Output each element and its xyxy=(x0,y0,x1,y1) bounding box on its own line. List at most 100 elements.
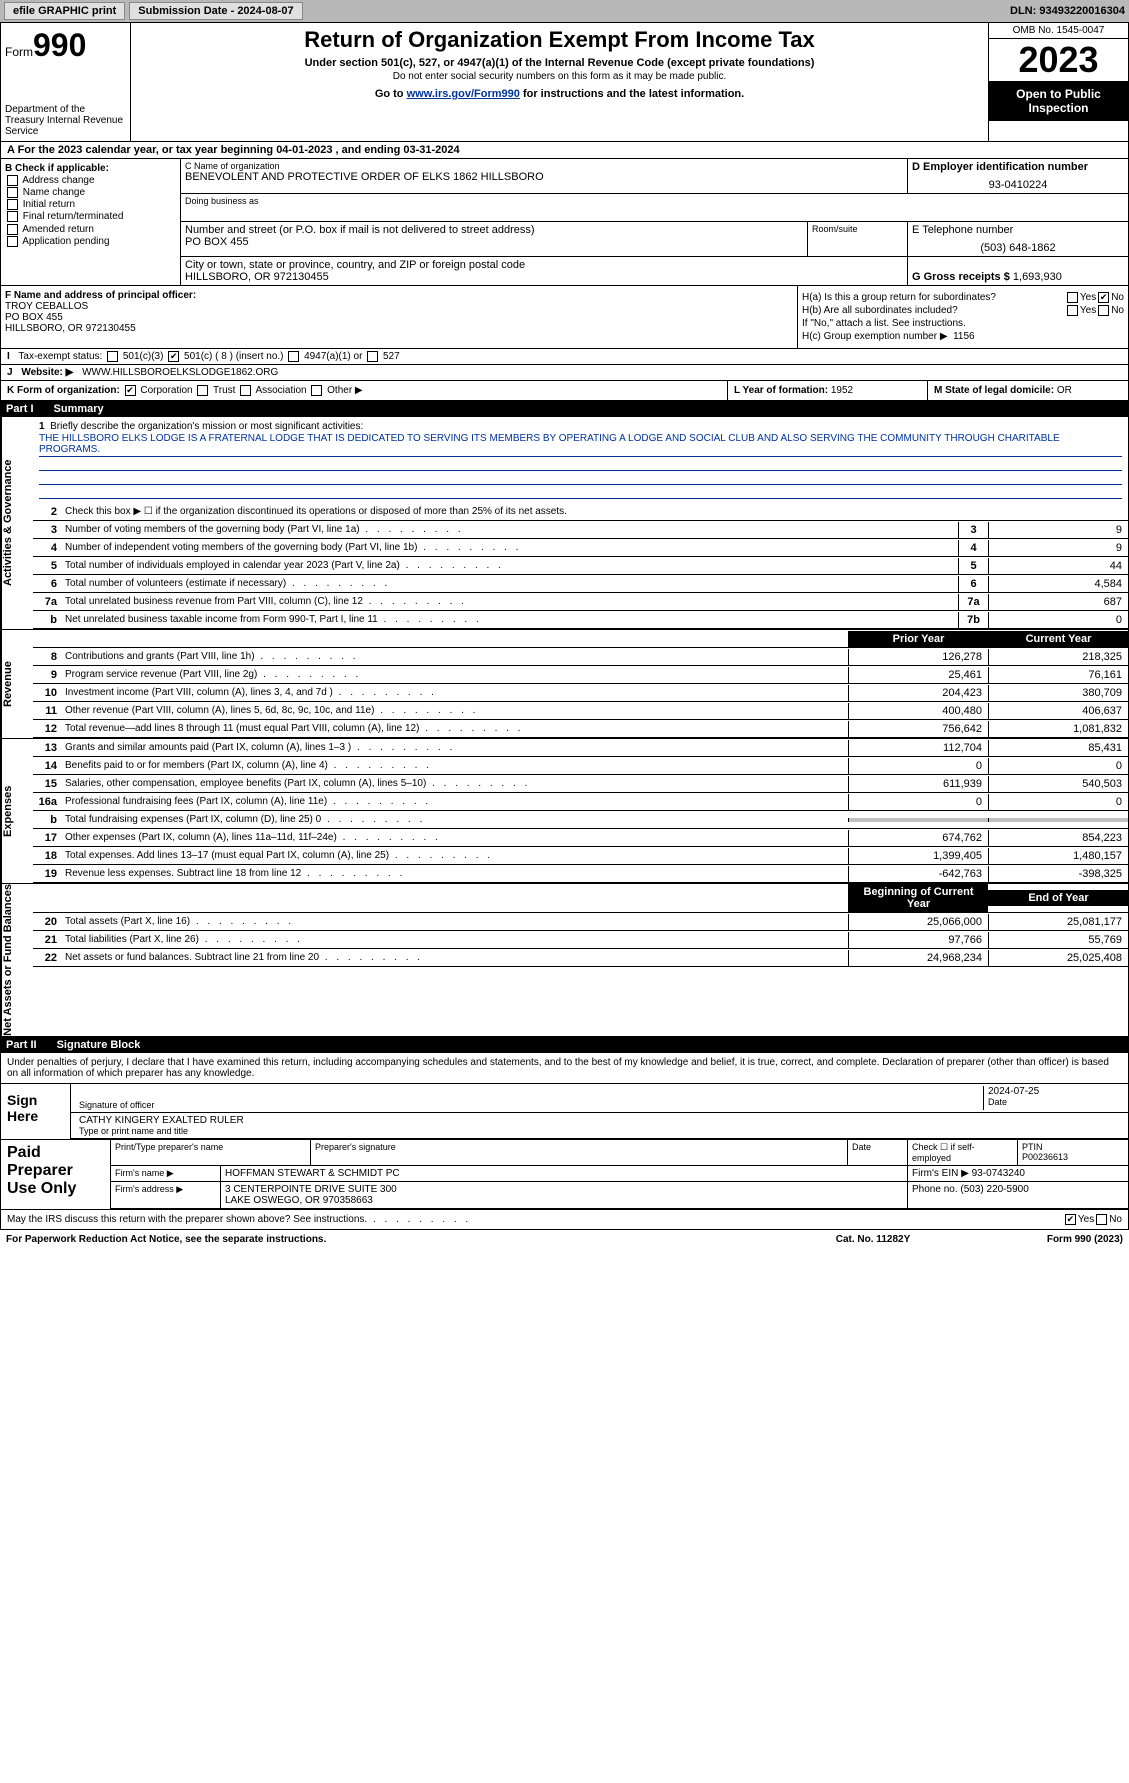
paid-preparer-label: Paid Preparer Use Only xyxy=(1,1140,111,1209)
ptin-label: PTIN xyxy=(1022,1142,1043,1152)
officer-name-title: CATHY KINGERY EXALTED RULER xyxy=(79,1115,1120,1126)
ssn-note: Do not enter social security numbers on … xyxy=(141,71,978,82)
chk-name-change[interactable]: Name change xyxy=(5,187,176,198)
cat-no: Cat. No. 11282Y xyxy=(773,1234,973,1245)
m-label: M State of legal domicile: xyxy=(934,385,1054,396)
chk-amended[interactable]: Amended return xyxy=(5,224,176,235)
top-toolbar: efile GRAPHIC print Submission Date - 20… xyxy=(0,0,1129,22)
dba-label: Doing business as xyxy=(181,194,1128,222)
firm-addr2: LAKE OSWEGO, OR 970358663 xyxy=(225,1195,903,1206)
b-header: B Check if applicable: xyxy=(5,163,176,174)
paperwork-text: For Paperwork Reduction Act Notice, see … xyxy=(6,1234,773,1245)
part2-header: Part II Signature Block xyxy=(0,1037,1129,1053)
l-value: 1952 xyxy=(831,385,853,396)
prep-sig-label: Preparer's signature xyxy=(311,1140,848,1165)
f-label: F Name and address of principal officer: xyxy=(5,290,196,301)
efile-print-button[interactable]: efile GRAPHIC print xyxy=(4,2,125,20)
chk-501c[interactable] xyxy=(168,351,179,362)
hc-value: 1156 xyxy=(953,331,975,342)
city-value: HILLSBORO, OR 972130455 xyxy=(185,271,903,283)
ha-yes[interactable] xyxy=(1067,292,1078,303)
row-k-l-m: K Form of organization: Corporation Trus… xyxy=(0,381,1129,401)
hb-label: H(b) Are all subordinates included? xyxy=(802,305,1065,316)
form-number: Form990 xyxy=(5,27,126,64)
form-footer: Form 990 (2023) xyxy=(973,1234,1123,1245)
discuss-text: May the IRS discuss this return with the… xyxy=(7,1214,1063,1225)
firm-phone-label: Phone no. xyxy=(912,1184,958,1195)
summary-governance: Activities & Governance 1 Briefly descri… xyxy=(0,417,1129,630)
form-title: Return of Organization Exempt From Incom… xyxy=(141,27,978,53)
ein-value: 93-0410224 xyxy=(912,179,1124,191)
chk-527[interactable] xyxy=(367,351,378,362)
chk-corp[interactable] xyxy=(125,385,136,396)
summary-revenue: Revenue Prior Year Current Year 8 Contri… xyxy=(0,630,1129,739)
irs-link[interactable]: www.irs.gov/Form990 xyxy=(407,88,520,100)
ha-label: H(a) Is this a group return for subordin… xyxy=(802,292,1065,303)
chk-app-pending[interactable]: Application pending xyxy=(5,236,176,247)
sig-officer-label: Signature of officer xyxy=(79,1100,979,1110)
side-governance: Activities & Governance xyxy=(1,417,33,629)
l-label: L Year of formation: xyxy=(734,385,828,396)
omb-number: OMB No. 1545-0047 xyxy=(989,23,1128,39)
firm-addr-label: Firm's address ▶ xyxy=(111,1182,221,1208)
ha-no[interactable] xyxy=(1098,292,1109,303)
tel-value: (503) 648-1862 xyxy=(912,242,1124,254)
col-b-checkboxes: B Check if applicable: Address change Na… xyxy=(1,159,181,285)
officer-addr1: PO BOX 455 xyxy=(5,312,63,323)
penalty-text: Under penalties of perjury, I declare th… xyxy=(1,1053,1128,1083)
row-17: 17 Other expenses (Part IX, column (A), … xyxy=(33,829,1128,847)
form-subtitle: Under section 501(c), 527, or 4947(a)(1)… xyxy=(141,57,978,69)
row-j-website: J Website: ▶ WWW.HILLSBOROELKSLODGE1862.… xyxy=(0,365,1129,381)
chk-other[interactable] xyxy=(311,385,322,396)
row-21: 21 Total liabilities (Part X, line 26) 9… xyxy=(33,931,1128,949)
firm-ein-label: Firm's EIN ▶ xyxy=(912,1168,969,1179)
side-expenses: Expenses xyxy=(1,739,33,883)
row-20: 20 Total assets (Part X, line 16) 25,066… xyxy=(33,913,1128,931)
row-18: 18 Total expenses. Add lines 13–17 (must… xyxy=(33,847,1128,865)
chk-final-return[interactable]: Final return/terminated xyxy=(5,211,176,222)
firm-name: HOFFMAN STEWART & SCHMIDT PC xyxy=(221,1166,908,1181)
tel-label: E Telephone number xyxy=(912,224,1124,236)
row-22: 22 Net assets or fund balances. Subtract… xyxy=(33,949,1128,967)
prep-name-label: Print/Type preparer's name xyxy=(111,1140,311,1165)
dept-label: Department of the Treasury Internal Reve… xyxy=(5,104,126,137)
date-label: Date xyxy=(988,1097,1120,1107)
goto-line: Go to www.irs.gov/Form990 for instructio… xyxy=(141,88,978,100)
hb-yes[interactable] xyxy=(1067,305,1078,316)
row-13: 13 Grants and similar amounts paid (Part… xyxy=(33,739,1128,757)
line2-text: Check this box ▶ ☐ if the organization d… xyxy=(61,504,1128,519)
hc-label: H(c) Group exemption number ▶ xyxy=(802,331,948,342)
discuss-yes[interactable] xyxy=(1065,1214,1076,1225)
hb-note: If "No," attach a list. See instructions… xyxy=(802,318,1124,329)
form-header: Form990 Department of the Treasury Inter… xyxy=(0,22,1129,142)
mission-text: THE HILLSBORO ELKS LODGE IS A FRATERNAL … xyxy=(39,432,1122,457)
discuss-row: May the IRS discuss this return with the… xyxy=(0,1210,1129,1230)
submission-date-button[interactable]: Submission Date - 2024-08-07 xyxy=(129,2,302,20)
addr-label: Number and street (or P.O. box if mail i… xyxy=(185,224,803,236)
chk-initial-return[interactable]: Initial return xyxy=(5,199,176,210)
chk-assoc[interactable] xyxy=(240,385,251,396)
city-label: City or town, state or province, country… xyxy=(185,259,903,271)
chk-501c3[interactable] xyxy=(107,351,118,362)
org-name: BENEVOLENT AND PROTECTIVE ORDER OF ELKS … xyxy=(185,171,903,183)
open-to-public: Open to Public Inspection xyxy=(989,81,1128,121)
chk-address-change[interactable]: Address change xyxy=(5,175,176,186)
row-16a: 16a Professional fundraising fees (Part … xyxy=(33,793,1128,811)
chk-4947[interactable] xyxy=(288,351,299,362)
firm-phone: (503) 220-5900 xyxy=(960,1184,1028,1195)
side-revenue: Revenue xyxy=(1,630,33,738)
summary-netassets: Net Assets or Fund Balances Beginning of… xyxy=(0,884,1129,1037)
ptin-value: P00236613 xyxy=(1022,1152,1068,1162)
chk-trust[interactable] xyxy=(197,385,208,396)
signature-block: Under penalties of perjury, I declare th… xyxy=(0,1053,1129,1210)
i-label: Tax-exempt status: xyxy=(18,351,102,362)
prep-date-label: Date xyxy=(848,1140,908,1165)
discuss-no[interactable] xyxy=(1096,1214,1107,1225)
row-19: 19 Revenue less expenses. Subtract line … xyxy=(33,865,1128,883)
hb-no[interactable] xyxy=(1098,305,1109,316)
mission-blank3 xyxy=(39,485,1122,499)
firm-ein: 93-0743240 xyxy=(972,1168,1025,1179)
section-f-h: F Name and address of principal officer:… xyxy=(0,286,1129,349)
paperwork-footer: For Paperwork Reduction Act Notice, see … xyxy=(0,1230,1129,1249)
row-i-tax-status: I Tax-exempt status: 501(c)(3) 501(c) ( … xyxy=(0,349,1129,365)
